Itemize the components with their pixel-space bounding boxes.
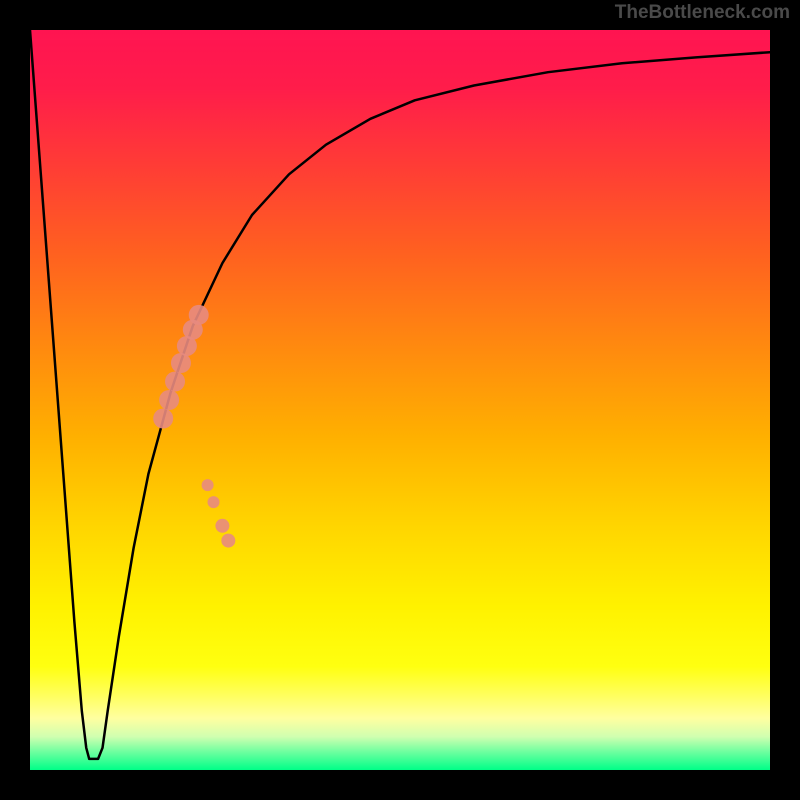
chart-svg <box>0 0 800 800</box>
bottleneck-chart: TheBottleneck.com <box>0 0 800 800</box>
data-marker <box>159 390 179 410</box>
data-marker <box>221 534 235 548</box>
data-marker <box>171 353 191 373</box>
data-marker <box>208 496 220 508</box>
data-marker <box>189 305 209 325</box>
gradient-background <box>30 30 770 770</box>
data-marker <box>153 409 173 429</box>
data-marker <box>165 372 185 392</box>
data-marker <box>202 479 214 491</box>
data-marker <box>215 519 229 533</box>
watermark-text: TheBottleneck.com <box>615 2 790 24</box>
